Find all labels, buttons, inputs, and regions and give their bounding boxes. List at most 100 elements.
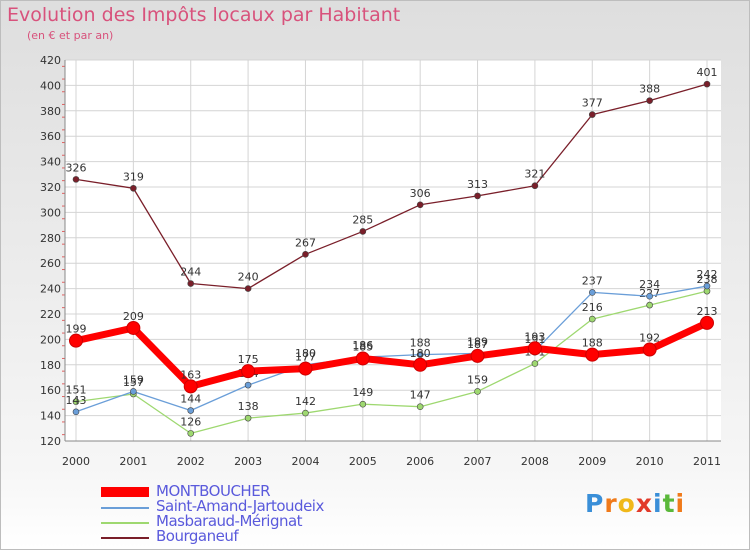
data-point-masbaraud-m-rignat-2000 (72, 398, 80, 405)
plot-area (65, 60, 721, 441)
data-point-bourganeuf-2003 (244, 285, 252, 292)
chart-title: Evolution des Impôts locaux par Habitant (7, 4, 401, 26)
x-tick-label-2004: 2004 (291, 455, 319, 468)
data-point-saint-amand-jartoudeix-2011 (703, 282, 711, 290)
data-point-montboucher-2007 (470, 348, 485, 363)
data-point-bourganeuf-2005 (359, 228, 367, 235)
data-point-saint-amand-jartoudeix-2003 (244, 381, 252, 389)
series-line-masbaraud-m-rignat (75, 290, 708, 435)
data-point-saint-amand-jartoudeix-2006 (416, 351, 424, 358)
data-label-bourganeuf-2007: 313 (467, 178, 488, 191)
data-point-bourganeuf-2009 (588, 111, 596, 118)
logo-letter: t (662, 489, 676, 518)
data-label-saint-amand-jartoudeix-2007: 189 (467, 335, 488, 348)
x-tick-label-2003: 2003 (234, 455, 262, 468)
data-point-masbaraud-m-rignat-2008 (531, 360, 539, 367)
legend-swatch-saint-amand (101, 507, 149, 509)
y-tick-label-120: 120 (40, 435, 61, 448)
data-label-masbaraud-m-rignat-2003: 138 (238, 400, 259, 413)
data-point-montboucher-2002 (183, 379, 198, 394)
y-tick-label-200: 200 (40, 333, 61, 346)
data-label-masbaraud-m-rignat-2005: 149 (352, 386, 373, 399)
y-tick-label-380: 380 (40, 105, 61, 118)
data-label-bourganeuf-2008: 321 (524, 168, 545, 181)
y-tick-label-280: 280 (40, 232, 61, 245)
data-point-masbaraud-m-rignat-2005 (359, 400, 367, 408)
x-tick-label-2009: 2009 (578, 455, 606, 468)
data-point-bourganeuf-2010 (646, 97, 653, 104)
data-label-saint-amand-jartoudeix-2001: 159 (123, 373, 144, 386)
data-point-montboucher-2011 (700, 315, 714, 330)
data-label-saint-amand-jartoudeix-2011: 242 (697, 268, 718, 281)
x-tick-label-2008: 2008 (521, 455, 549, 468)
series-line-saint-amand-jartoudeix (75, 285, 708, 413)
y-tick-label-260: 260 (40, 257, 61, 270)
data-label-bourganeuf-2002: 244 (180, 266, 201, 279)
x-tick-label-2002: 2002 (177, 455, 205, 468)
logo-letter: o (617, 489, 636, 518)
data-label-bourganeuf-2011: 401 (697, 66, 718, 79)
data-point-masbaraud-m-rignat-2004 (302, 409, 309, 417)
data-label-masbaraud-m-rignat-2006: 147 (410, 389, 431, 402)
data-label-montboucher-2004: 177 (295, 351, 316, 364)
x-tick-label-2005: 2005 (349, 455, 377, 468)
logo-letter: i (675, 489, 686, 518)
data-point-montboucher-2001 (126, 320, 141, 335)
logo-letter: i (653, 489, 663, 518)
data-point-bourganeuf-2002 (187, 280, 195, 287)
data-label-montboucher-2011: 213 (697, 305, 718, 318)
x-tick-label-2007: 2007 (464, 455, 492, 468)
data-label-saint-amand-jartoudeix-2002: 144 (180, 393, 201, 406)
y-tick-label-180: 180 (40, 359, 61, 372)
data-point-masbaraud-m-rignat-2002 (187, 430, 195, 437)
series-line-bourganeuf (75, 83, 708, 290)
x-tick-label-2006: 2006 (406, 455, 434, 468)
data-label-saint-amand-jartoudeix-2010: 234 (639, 278, 660, 291)
data-label-saint-amand-jartoudeix-2009: 237 (582, 274, 603, 287)
legend-label-montboucher: MONTBOUCHER (156, 482, 271, 500)
data-point-montboucher-2006 (413, 357, 428, 372)
logo-letter: x (635, 489, 653, 518)
data-label-masbaraud-m-rignat-2007: 159 (467, 373, 488, 386)
data-label-bourganeuf-2000: 326 (66, 161, 87, 174)
data-point-masbaraud-m-rignat-2010 (646, 301, 653, 309)
chart-subtitle: (en € et par an) (27, 29, 114, 42)
data-point-saint-amand-jartoudeix-2000 (72, 408, 80, 416)
data-label-montboucher-2005: 185 (352, 340, 373, 353)
legend-label-masbaraud: Masbaraud-Mérignat (156, 512, 303, 530)
x-tick-label-2010: 2010 (636, 455, 664, 468)
data-point-saint-amand-jartoudeix-2001 (130, 388, 137, 395)
data-point-masbaraud-m-rignat-2007 (474, 388, 481, 395)
data-label-montboucher-2008: 193 (524, 330, 545, 343)
legend-swatch-montboucher (101, 487, 149, 497)
x-tick-label-2000: 2000 (62, 455, 90, 468)
data-label-montboucher-2000: 199 (66, 323, 87, 336)
data-label-montboucher-2003: 175 (238, 353, 259, 366)
logo-letter: P (585, 489, 605, 518)
data-label-montboucher-2001: 209 (123, 310, 144, 323)
data-point-montboucher-2000 (69, 333, 83, 348)
data-label-bourganeuf-2006: 306 (410, 187, 431, 200)
data-point-bourganeuf-2011 (703, 80, 711, 88)
data-point-montboucher-2005 (355, 351, 370, 366)
data-point-montboucher-2009 (585, 347, 600, 362)
y-tick-label-140: 140 (40, 410, 61, 423)
data-label-saint-amand-jartoudeix-2008: 191 (524, 333, 545, 346)
x-tick-label-2001: 2001 (119, 455, 147, 468)
legend-swatch-masbaraud (101, 522, 149, 524)
data-label-bourganeuf-2009: 377 (582, 97, 603, 110)
data-label-saint-amand-jartoudeix-2005: 186 (352, 339, 373, 352)
data-label-bourganeuf-2003: 240 (238, 271, 259, 284)
data-point-bourganeuf-2000 (72, 176, 80, 183)
data-point-montboucher-2003 (241, 364, 256, 379)
data-label-masbaraud-m-rignat-2011: 238 (697, 273, 718, 286)
data-label-masbaraud-m-rignat-2002: 126 (180, 415, 201, 428)
data-label-saint-amand-jartoudeix-2000: 143 (66, 394, 87, 407)
data-label-masbaraud-m-rignat-2009: 216 (582, 301, 603, 314)
data-label-bourganeuf-2005: 285 (352, 213, 373, 226)
y-tick-label-360: 360 (40, 130, 61, 143)
legend-label-bourganeuf: Bourganeuf (156, 527, 239, 545)
series-line-montboucher (75, 319, 709, 390)
